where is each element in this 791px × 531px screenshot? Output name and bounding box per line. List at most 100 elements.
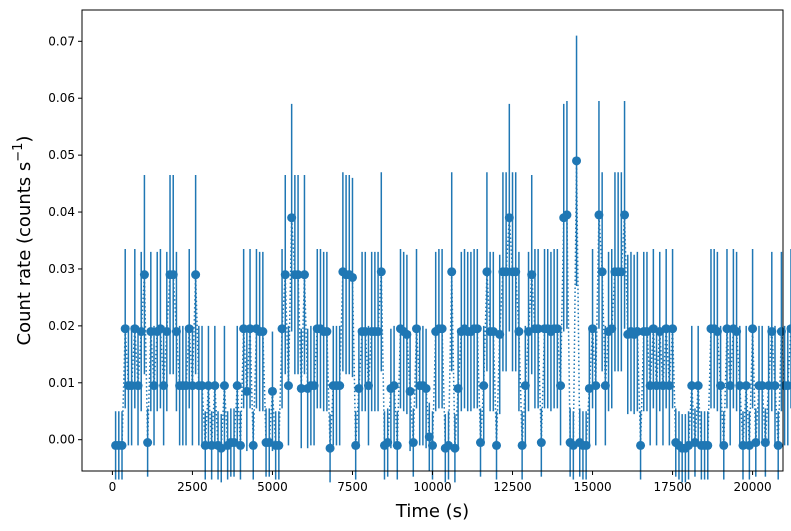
data-point: [664, 381, 674, 391]
data-point: [373, 327, 383, 337]
data-point: [616, 267, 626, 277]
data-point: [757, 381, 767, 391]
data-point: [658, 381, 668, 391]
data-point: [360, 327, 370, 337]
data-point: [552, 324, 562, 334]
data-point: [162, 327, 172, 337]
data-point: [437, 324, 447, 334]
data-point: [239, 324, 249, 334]
data-point: [562, 210, 572, 220]
x-tick-label: 0: [109, 480, 117, 494]
y-tick-label: 0.02: [48, 319, 75, 333]
data-point: [383, 438, 393, 448]
data-series: [111, 35, 791, 483]
y-axis-title-exponent: −1: [11, 143, 26, 162]
y-axis: 0.00 0.01 0.02 0.03 0.04 0.05 0.06 0.07: [48, 34, 82, 447]
x-axis-title: Time (s): [395, 501, 469, 522]
data-point: [687, 381, 697, 391]
data-point: [168, 270, 178, 280]
data-point: [607, 324, 617, 334]
data-point: [322, 327, 332, 337]
data-point: [296, 383, 306, 393]
data-point: [479, 381, 489, 391]
data-point: [171, 327, 181, 337]
data-point: [133, 381, 143, 391]
data-point: [392, 440, 402, 450]
data-point: [786, 324, 791, 334]
data-point: [767, 327, 777, 337]
data-point: [309, 381, 319, 391]
data-point: [751, 438, 761, 448]
data-point: [245, 324, 255, 334]
data-point: [347, 272, 357, 282]
data-point: [594, 210, 604, 220]
data-point: [197, 381, 207, 391]
data-point: [776, 327, 786, 337]
data-point: [501, 267, 511, 277]
data-point: [354, 383, 364, 393]
data-point: [139, 270, 149, 280]
data-point: [492, 440, 502, 450]
data-point: [716, 381, 726, 391]
data-point: [447, 267, 457, 277]
data-point: [274, 440, 284, 450]
data-point: [277, 324, 287, 334]
y-tick-label: 0.07: [48, 34, 75, 48]
data-point: [591, 381, 601, 391]
data-point: [299, 270, 309, 280]
y-axis-title-suffix: ): [14, 136, 35, 143]
data-point: [428, 440, 437, 450]
data-point: [725, 381, 735, 391]
data-point: [280, 270, 290, 280]
data-point: [325, 443, 335, 453]
y-tick-label: 0.05: [48, 148, 75, 162]
data-point: [482, 267, 492, 277]
x-tick-label: 12500: [493, 480, 531, 494]
data-point: [588, 324, 598, 334]
data-point: [287, 213, 297, 223]
data-point: [533, 324, 543, 334]
data-point: [146, 327, 156, 337]
data-point: [143, 438, 153, 448]
data-point: [127, 381, 137, 391]
data-point: [773, 440, 783, 450]
data-point: [511, 267, 521, 277]
data-point: [738, 440, 748, 450]
y-tick-label: 0.06: [48, 91, 75, 105]
data-point: [741, 381, 751, 391]
data-point: [389, 381, 399, 391]
data-point: [732, 327, 742, 337]
x-tick-label: 7500: [337, 480, 368, 494]
data-point: [210, 381, 220, 391]
data-point: [335, 381, 345, 391]
data-point: [219, 381, 229, 391]
data-point: [472, 324, 482, 334]
data-point: [693, 381, 703, 391]
data-point: [735, 381, 745, 391]
data-point: [632, 327, 642, 337]
data-point: [517, 440, 527, 450]
data-point: [376, 267, 386, 277]
data-point: [764, 381, 774, 391]
data-point: [232, 381, 242, 391]
data-point: [719, 440, 729, 450]
data-point: [191, 270, 201, 280]
data-point: [267, 386, 277, 396]
data-point: [120, 324, 130, 334]
data-point: [520, 381, 530, 391]
data-point: [117, 440, 127, 450]
data-point: [645, 381, 655, 391]
x-tick-label: 15000: [573, 480, 611, 494]
x-tick-label: 2500: [177, 480, 208, 494]
x-tick-label: 20000: [733, 480, 771, 494]
y-axis-title-main: Count rate (counts s: [14, 162, 35, 346]
data-point: [712, 327, 722, 337]
data-point: [203, 381, 213, 391]
data-point: [652, 381, 662, 391]
data-point: [783, 381, 791, 391]
data-point: [504, 213, 514, 223]
data-point: [412, 324, 421, 334]
data-point: [405, 386, 415, 396]
data-point: [258, 327, 268, 337]
